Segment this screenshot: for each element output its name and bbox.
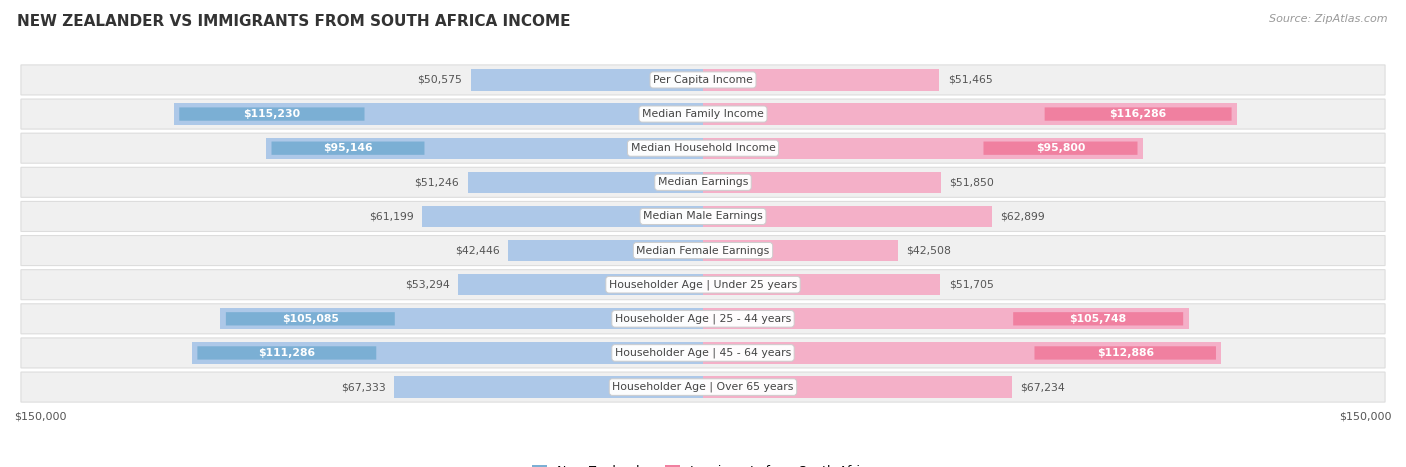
FancyBboxPatch shape xyxy=(21,235,1385,266)
Text: $105,748: $105,748 xyxy=(1070,314,1126,324)
Bar xyxy=(703,274,941,295)
Text: $42,446: $42,446 xyxy=(456,246,499,255)
Text: $67,333: $67,333 xyxy=(340,382,385,392)
Text: Median Household Income: Median Household Income xyxy=(630,143,776,153)
Text: $67,234: $67,234 xyxy=(1021,382,1064,392)
Text: $51,246: $51,246 xyxy=(415,177,460,187)
FancyBboxPatch shape xyxy=(21,269,1385,300)
Text: Median Family Income: Median Family Income xyxy=(643,109,763,119)
Bar xyxy=(394,376,703,398)
Bar xyxy=(703,69,939,91)
Text: $115,230: $115,230 xyxy=(243,109,301,119)
Bar xyxy=(221,308,703,329)
FancyBboxPatch shape xyxy=(21,338,1385,368)
Text: $150,000: $150,000 xyxy=(14,411,66,422)
Bar xyxy=(471,69,703,91)
FancyBboxPatch shape xyxy=(226,312,395,325)
Bar xyxy=(703,104,1237,125)
FancyBboxPatch shape xyxy=(21,201,1385,232)
Text: NEW ZEALANDER VS IMMIGRANTS FROM SOUTH AFRICA INCOME: NEW ZEALANDER VS IMMIGRANTS FROM SOUTH A… xyxy=(17,14,571,29)
Bar xyxy=(703,240,898,261)
Text: Median Female Earnings: Median Female Earnings xyxy=(637,246,769,255)
Text: $62,899: $62,899 xyxy=(1000,212,1045,221)
Bar xyxy=(458,274,703,295)
Text: Householder Age | 45 - 64 years: Householder Age | 45 - 64 years xyxy=(614,348,792,358)
Bar xyxy=(266,138,703,159)
Bar xyxy=(703,376,1012,398)
Text: $95,800: $95,800 xyxy=(1036,143,1085,153)
Text: $95,146: $95,146 xyxy=(323,143,373,153)
Text: Householder Age | Under 25 years: Householder Age | Under 25 years xyxy=(609,279,797,290)
Text: $116,286: $116,286 xyxy=(1109,109,1167,119)
FancyBboxPatch shape xyxy=(180,107,364,120)
FancyBboxPatch shape xyxy=(983,142,1137,155)
Text: $105,085: $105,085 xyxy=(281,314,339,324)
FancyBboxPatch shape xyxy=(1035,347,1216,360)
Text: Source: ZipAtlas.com: Source: ZipAtlas.com xyxy=(1270,14,1388,24)
Bar xyxy=(703,308,1188,329)
FancyBboxPatch shape xyxy=(21,65,1385,95)
FancyBboxPatch shape xyxy=(21,304,1385,334)
Text: $111,286: $111,286 xyxy=(259,348,315,358)
FancyBboxPatch shape xyxy=(21,99,1385,129)
Legend: New Zealander, Immigrants from South Africa: New Zealander, Immigrants from South Afr… xyxy=(527,460,879,467)
Text: $50,575: $50,575 xyxy=(418,75,463,85)
FancyBboxPatch shape xyxy=(271,142,425,155)
Bar xyxy=(703,342,1222,363)
Bar xyxy=(703,206,991,227)
Text: $150,000: $150,000 xyxy=(1340,411,1392,422)
Text: $51,850: $51,850 xyxy=(949,177,994,187)
FancyBboxPatch shape xyxy=(197,347,377,360)
Bar xyxy=(191,342,703,363)
Text: $112,886: $112,886 xyxy=(1097,348,1154,358)
Text: $61,199: $61,199 xyxy=(368,212,413,221)
FancyBboxPatch shape xyxy=(21,133,1385,163)
Text: Median Earnings: Median Earnings xyxy=(658,177,748,187)
Bar xyxy=(508,240,703,261)
FancyBboxPatch shape xyxy=(1045,107,1232,120)
Text: Householder Age | Over 65 years: Householder Age | Over 65 years xyxy=(612,382,794,392)
Bar xyxy=(703,172,941,193)
Bar xyxy=(703,138,1143,159)
Text: Householder Age | 25 - 44 years: Householder Age | 25 - 44 years xyxy=(614,313,792,324)
Text: $51,705: $51,705 xyxy=(949,280,994,290)
Bar xyxy=(174,104,703,125)
Text: $51,465: $51,465 xyxy=(948,75,993,85)
Text: $42,508: $42,508 xyxy=(907,246,952,255)
Bar xyxy=(422,206,703,227)
FancyBboxPatch shape xyxy=(1014,312,1184,325)
Text: $53,294: $53,294 xyxy=(405,280,450,290)
FancyBboxPatch shape xyxy=(21,167,1385,198)
Text: Median Male Earnings: Median Male Earnings xyxy=(643,212,763,221)
Text: Per Capita Income: Per Capita Income xyxy=(652,75,754,85)
FancyBboxPatch shape xyxy=(21,372,1385,402)
Bar xyxy=(468,172,703,193)
